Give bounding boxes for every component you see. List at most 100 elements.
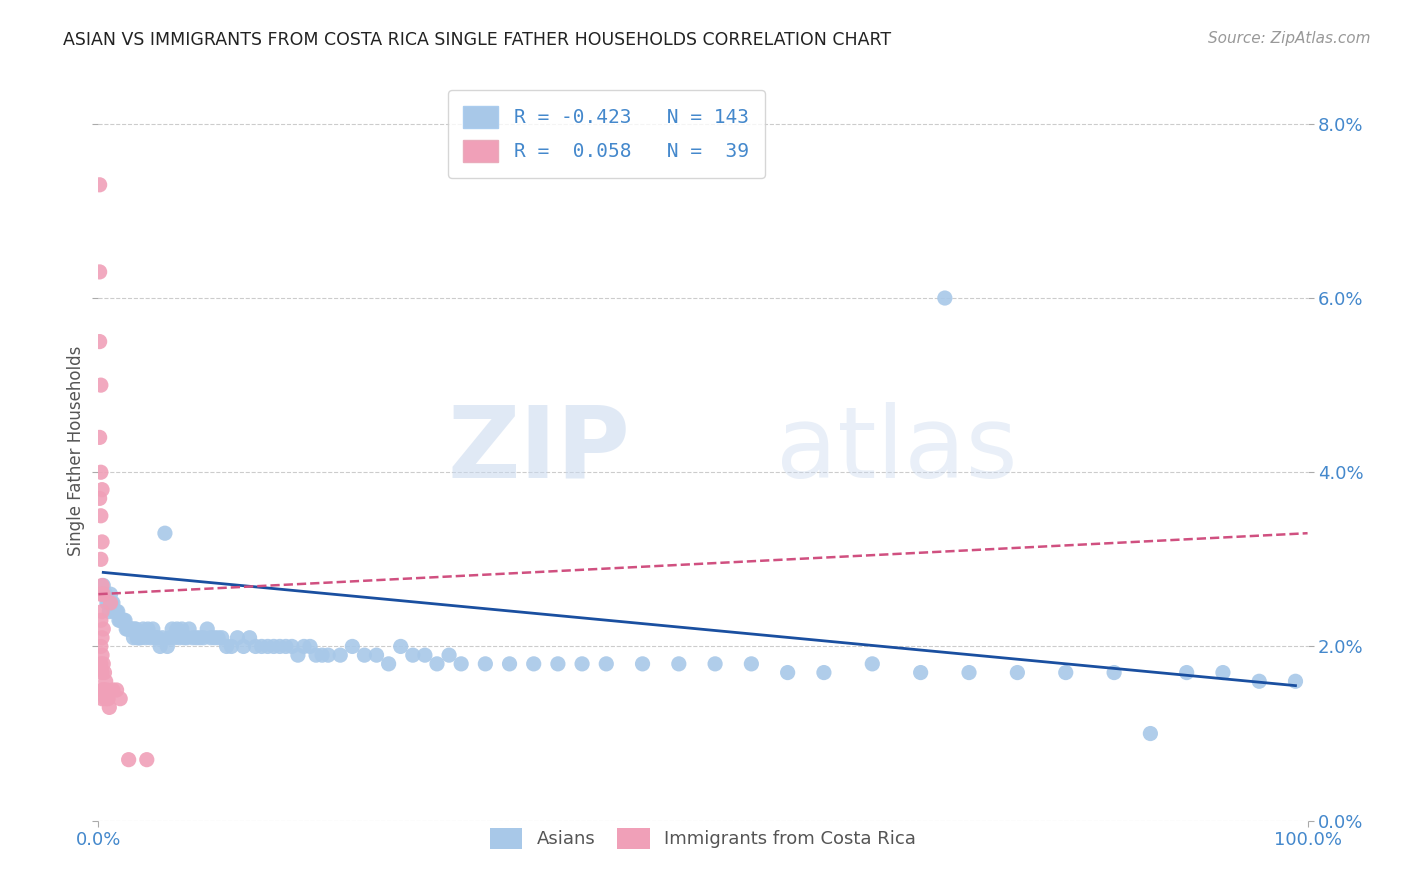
Y-axis label: Single Father Households: Single Father Households [66,345,84,556]
Point [153,526,176,541]
Point [413,648,436,662]
Point [94,587,117,601]
Point [813,665,835,680]
Point [474,657,496,671]
Point [89,265,111,279]
Point [668,657,690,671]
Point [1284,674,1306,689]
Point [256,640,278,654]
Point [163,631,186,645]
Point [152,631,174,645]
Point [181,631,204,645]
Point [91,605,114,619]
Point [90,657,112,671]
Point [101,596,124,610]
Point [118,622,141,636]
Point [146,631,169,645]
Point [110,613,132,627]
Point [263,640,285,654]
Point [89,334,111,349]
Point [118,753,141,767]
Point [402,648,425,662]
Point [101,683,124,698]
Point [129,631,152,645]
Point [135,753,157,767]
Point [776,665,799,680]
Point [100,596,122,610]
Point [98,700,121,714]
Point [195,622,218,636]
Point [91,648,114,662]
Point [91,483,114,497]
Point [426,657,449,671]
Point [166,622,188,636]
Point [170,622,193,636]
Point [105,683,128,698]
Point [245,640,267,654]
Point [305,648,328,662]
Point [377,657,399,671]
Point [353,648,375,662]
Point [91,578,114,592]
Point [329,648,352,662]
Point [299,640,322,654]
Point [91,683,114,698]
Point [1175,665,1198,680]
Point [97,691,120,706]
Point [122,631,145,645]
Point [1212,665,1234,680]
Point [100,587,122,601]
Point [91,578,114,592]
Point [910,665,932,680]
Point [91,683,114,698]
Point [107,605,129,619]
Point [90,640,112,654]
Point [232,640,254,654]
Point [135,631,157,645]
Point [118,622,141,636]
Point [281,640,304,654]
Point [93,665,115,680]
Point [89,491,111,506]
Point [1054,665,1077,680]
Point [595,657,617,671]
Point [89,430,111,444]
Point [94,674,117,689]
Point [114,613,136,627]
Text: ASIAN VS IMMIGRANTS FROM COSTA RICA SINGLE FATHER HOUSEHOLDS CORRELATION CHART: ASIAN VS IMMIGRANTS FROM COSTA RICA SING… [63,31,891,49]
Point [111,613,134,627]
Point [128,631,150,645]
Point [120,622,142,636]
Point [90,465,112,479]
Text: ZIP: ZIP [447,402,630,499]
Point [250,640,273,654]
Text: Source: ZipAtlas.com: Source: ZipAtlas.com [1208,31,1371,46]
Point [90,508,112,523]
Point [1249,674,1271,689]
Text: atlas: atlas [776,402,1017,499]
Point [127,631,149,645]
Point [117,622,139,636]
Point [90,378,112,392]
Point [90,587,112,601]
Point [143,631,166,645]
Point [115,622,138,636]
Point [142,622,165,636]
Point [108,613,131,627]
Point [91,622,114,636]
Point [124,622,146,636]
Point [97,596,120,610]
Point [523,657,546,671]
Point [94,691,117,706]
Point [193,631,215,645]
Point [127,631,149,645]
Point [104,605,127,619]
Point [139,631,162,645]
Point [704,657,727,671]
Point [90,552,112,566]
Point [200,631,222,645]
Point [105,605,128,619]
Point [159,631,181,645]
Point [221,640,243,654]
Point [91,631,114,645]
